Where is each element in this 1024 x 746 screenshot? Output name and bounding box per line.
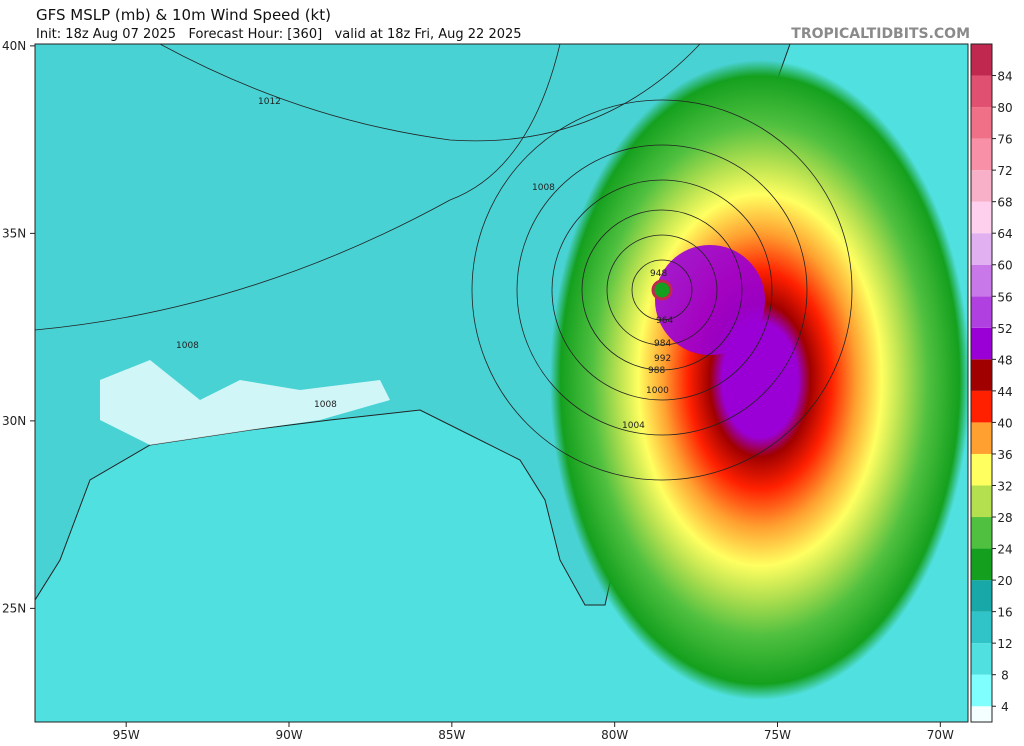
watermark: TROPICALTIDBITS.COM <box>791 26 970 42</box>
x-tick-label: 80W <box>601 728 628 742</box>
colorbar-band <box>971 170 992 202</box>
colorbar-band <box>971 138 992 171</box>
isobar-label: 1000 <box>646 386 669 396</box>
map: 1012 1008 1008 1008 1004 1000 988 992 98… <box>35 44 968 722</box>
isobar-label: 988 <box>648 366 665 376</box>
isobar-label: 1012 <box>258 97 281 107</box>
colorbar-tick-label: 64 <box>997 227 1012 241</box>
colorbar-band <box>971 44 992 76</box>
x-tick-label: 90W <box>275 728 302 742</box>
isobar-labels: 1012 1008 1008 1008 1004 1000 988 992 98… <box>176 97 673 431</box>
isobar-label: 1008 <box>176 341 199 351</box>
colorbar-band <box>971 107 992 139</box>
colorbar-band <box>971 611 992 644</box>
x-tick-label: 95W <box>113 728 140 742</box>
colorbar-tick-label: 20 <box>997 574 1012 588</box>
colorbar-band <box>971 390 992 423</box>
colorbar-tick-label: 80 <box>997 101 1012 115</box>
colorbar-tick-label: 44 <box>997 385 1012 399</box>
axes: 95W 90W 85W 80W 75W 70W 40N 35N 30N 25N <box>2 39 954 742</box>
x-tick-label: 75W <box>764 728 791 742</box>
colorbar-band <box>971 517 992 549</box>
isobar-label: 964 <box>656 316 673 326</box>
colorbar-band <box>971 359 992 391</box>
colorbar-tick-label: 40 <box>997 416 1012 430</box>
x-tick-label: 70W <box>927 728 954 742</box>
colorbar-band <box>971 643 992 675</box>
colorbar-frame <box>970 43 993 723</box>
map-frame <box>34 43 969 723</box>
y-tick-label: 40N <box>2 39 26 53</box>
colorbar-tick-label: 52 <box>997 322 1012 336</box>
isobar-label: 1008 <box>314 400 337 410</box>
isobar-label: 984 <box>654 339 671 349</box>
colorbar-tick-label: 16 <box>997 606 1012 620</box>
colorbar-band <box>971 422 992 454</box>
colorbar-tick-label: 36 <box>997 448 1012 462</box>
colorbar-tick-label: 84 <box>997 70 1012 84</box>
colorbar-band <box>971 580 992 612</box>
colorbar-tick-label: 76 <box>997 133 1012 147</box>
isobar-label: 1004 <box>622 421 645 431</box>
colorbar-tick-label: 68 <box>997 196 1012 210</box>
wind-field <box>550 60 968 700</box>
isobars <box>35 44 853 481</box>
colorbar-band <box>971 296 992 328</box>
isobar-label: 948 <box>650 269 667 279</box>
isobar-label: 1008 <box>532 183 555 193</box>
colorbar-band <box>971 485 992 518</box>
colorbar-tick-label: 32 <box>997 479 1012 493</box>
colorbar-band <box>971 327 992 360</box>
y-tick-label: 30N <box>2 414 26 428</box>
storm-eye <box>651 279 673 301</box>
x-tick-label: 85W <box>438 728 465 742</box>
colorbar-band <box>971 453 992 486</box>
colorbar-tick-label: 12 <box>997 637 1012 651</box>
colorbar-tick-label: 24 <box>997 543 1012 557</box>
colorbar-tick-label: 72 <box>997 164 1012 178</box>
colorbar-tick-label: 48 <box>997 353 1012 367</box>
calm-area <box>100 360 390 445</box>
isobar-label: 992 <box>654 354 671 364</box>
title: GFS MSLP (mb) & 10m Wind Speed (kt) <box>36 6 331 24</box>
colorbar-tick-label: 8 <box>1001 669 1009 683</box>
colorbar-band <box>971 201 992 234</box>
y-tick-label: 25N <box>2 601 26 615</box>
y-tick-label: 35N <box>2 226 26 240</box>
colorbar-band <box>971 264 992 297</box>
colorbar-band <box>971 548 992 581</box>
colorbar-band <box>971 674 992 707</box>
colorbar-band <box>971 233 992 265</box>
colorbar-band <box>971 75 992 108</box>
storm-core <box>655 245 765 355</box>
colorbar-tick-label: 56 <box>997 290 1012 304</box>
subtitle: Init: 18z Aug 07 2025 Forecast Hour: [36… <box>36 27 522 42</box>
colorbar-tick-label: 60 <box>997 259 1012 273</box>
colorbar-tick-label: 4 <box>1001 700 1009 714</box>
colorbar-tick-label: 28 <box>997 511 1012 525</box>
colorbar-band <box>971 706 992 722</box>
